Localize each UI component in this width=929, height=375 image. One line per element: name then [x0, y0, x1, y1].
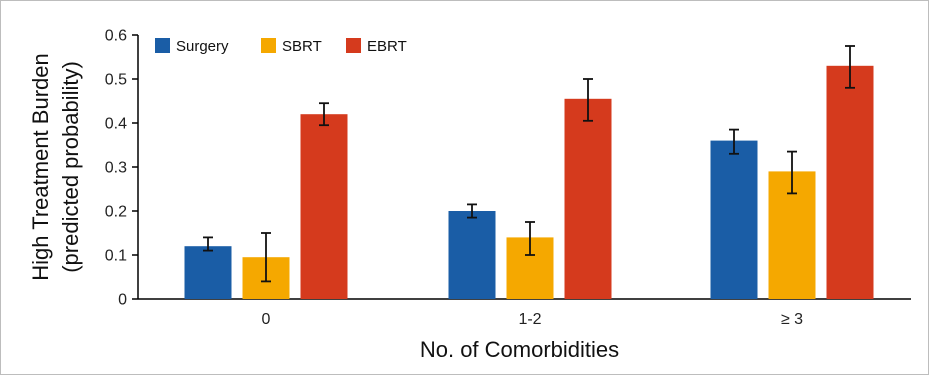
y-axis-title-line-2: (predicted probability) — [58, 61, 83, 273]
legend-label-surgery: Surgery — [176, 38, 229, 55]
error-bars — [203, 45, 855, 283]
bar-ebrt-0 — [300, 114, 348, 299]
x-axis-title: No. of Comorbidities — [420, 337, 619, 362]
y-tick-label: 0.3 — [105, 160, 127, 177]
bar-surgery-0 — [184, 246, 232, 299]
bars — [184, 65, 874, 299]
legend-label-sbrt: SBRT — [282, 38, 322, 55]
y-tick-label: 0 — [118, 292, 127, 309]
legend-swatch-ebrt — [346, 38, 361, 53]
legend-label-ebrt: EBRT — [367, 38, 407, 55]
y-tick-label: 0.2 — [105, 204, 127, 221]
bar-surgery-2 — [710, 140, 758, 299]
x-tick-label: 1-2 — [518, 311, 541, 328]
bar-ebrt-2 — [826, 65, 874, 299]
y-tick-label: 0.5 — [105, 72, 127, 89]
x-ticks: 0 1-2 ≥ 3 — [262, 311, 804, 328]
y-axis-title-line-1: High Treatment Burden — [28, 53, 53, 280]
x-tick-label: 0 — [262, 311, 271, 328]
bar-ebrt-1 — [564, 98, 612, 299]
legend-swatch-sbrt — [261, 38, 276, 53]
y-tick-label: 0.4 — [105, 116, 127, 133]
x-tick-label: ≥ 3 — [781, 311, 803, 328]
legend-swatch-surgery — [155, 38, 170, 53]
y-tick-label: 0.1 — [105, 248, 127, 265]
legend: Surgery SBRT EBRT — [155, 38, 407, 55]
y-ticks: 0 0.1 0.2 0.3 0.4 0.5 0.6 — [105, 28, 138, 309]
bar-surgery-1 — [448, 211, 496, 299]
y-tick-label: 0.6 — [105, 28, 127, 45]
